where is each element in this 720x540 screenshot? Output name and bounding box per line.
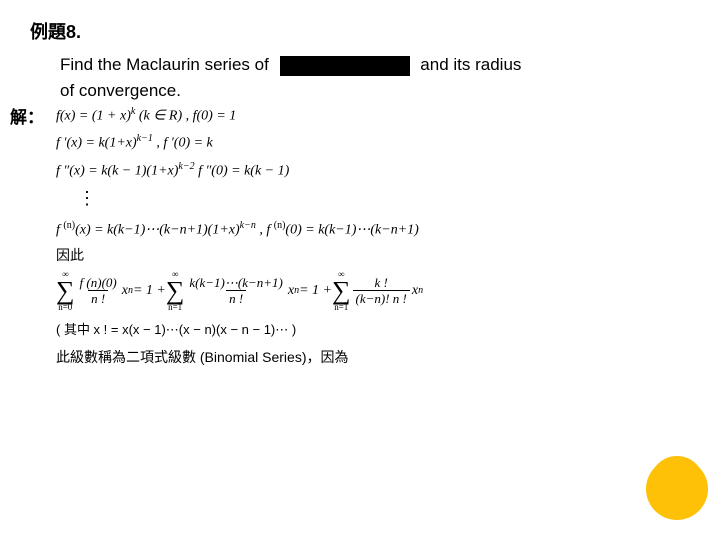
r3a: f ″(x) = k(k − 1)(1+x): [56, 164, 178, 179]
circle-decoration-ring: [650, 456, 704, 510]
problem-statement: Find the Maclaurin series of and its rad…: [60, 52, 690, 103]
circle-decoration: [646, 458, 708, 520]
f1n: f (n)(0): [77, 275, 120, 291]
frac-3: k ! (k−n)! n !: [353, 275, 410, 307]
therefore-label: 因此: [56, 247, 423, 264]
series-expansion: ∞ ∑ n=0 f (n)(0) n ! xn = 1 + ∞ ∑ n=1 k(…: [56, 270, 423, 311]
r2b: , f ′(0) = k: [153, 136, 213, 151]
r4exp: k−n: [240, 220, 256, 231]
r4b: (x) = k(k−1)⋯(k−n+1)(1+x): [75, 223, 240, 238]
sigma3-bot: n=1: [334, 303, 348, 312]
redacted-box: [280, 56, 410, 76]
seg2: = 1 +: [133, 283, 166, 300]
math-row-f: f(x) = (1 + x)k (k ∈ R) , f(0) = 1: [56, 106, 423, 125]
r4d: (0) = k(k−1)⋯(k−n+1): [285, 223, 418, 238]
sigma-2: ∞ ∑ n=1: [166, 270, 185, 311]
problem-before: Find the Maclaurin series of: [60, 55, 269, 74]
r2a: f ′(x) = k(1+x): [56, 136, 137, 151]
seg4: = 1 +: [299, 283, 332, 300]
problem-line-2: of convergence.: [60, 78, 690, 104]
f3d: (k−n)! n !: [353, 290, 410, 307]
r4c: , f: [256, 223, 274, 238]
r4s2: (n): [274, 220, 286, 231]
f1d: n !: [88, 290, 108, 307]
sigma-icon: ∑: [56, 279, 75, 302]
f2n: k(k−1)⋯(k−n+1): [186, 275, 285, 291]
problem-line-1: Find the Maclaurin series of and its rad…: [60, 52, 690, 78]
math-row-fn: f (n)(x) = k(k−1)⋯(k−n+1)(1+x)k−n , f (n…: [56, 220, 423, 239]
r4s1: (n): [63, 220, 75, 231]
r2exp: k−1: [137, 133, 153, 144]
sigma1-bot: n=0: [58, 303, 72, 312]
frac-1: f (n)(0) n !: [77, 275, 120, 307]
r1a: f(x) = (1 + x): [56, 109, 131, 124]
math-content: f(x) = (1 + x)k (k ∈ R) , f(0) = 1 f ′(x…: [56, 106, 423, 366]
frac-2: k(k−1)⋯(k−n+1) n !: [186, 275, 285, 307]
slide: 例題8. Find the Maclaurin series of and it…: [0, 0, 720, 540]
sigma-icon-3: ∑: [332, 279, 351, 302]
factorial-note: ( 其中 x ! = x(x − 1)⋯(x − n)(x − n − 1)⋯ …: [56, 322, 423, 338]
problem-after: and its radius: [420, 55, 521, 74]
sigma-1: ∞ ∑ n=0: [56, 270, 75, 311]
f2d: n !: [226, 290, 246, 307]
r1b: (k ∈ R) , f(0) = 1: [135, 109, 236, 124]
f3n: k !: [372, 275, 391, 291]
math-row-fpp: f ″(x) = k(k − 1)(1+x)k−2 f ″(0) = k(k −…: [56, 161, 423, 180]
r3exp: k−2: [178, 161, 194, 172]
conclusion-text: 此級數稱為二項式級數 (Binomial Series)，因為: [56, 349, 423, 366]
sigma2-bot: n=1: [168, 303, 182, 312]
vdots-icon: ⋮: [78, 188, 423, 210]
seg5e: n: [418, 285, 423, 297]
r3b: f ″(0) = k(k − 1): [195, 164, 290, 179]
sigma-3: ∞ ∑ n=1: [332, 270, 351, 311]
sigma-icon-2: ∑: [166, 279, 185, 302]
example-title: 例題8.: [30, 18, 690, 44]
math-row-fp: f ′(x) = k(1+x)k−1 , f ′(0) = k: [56, 133, 423, 152]
solution-label: 解：: [10, 103, 44, 128]
